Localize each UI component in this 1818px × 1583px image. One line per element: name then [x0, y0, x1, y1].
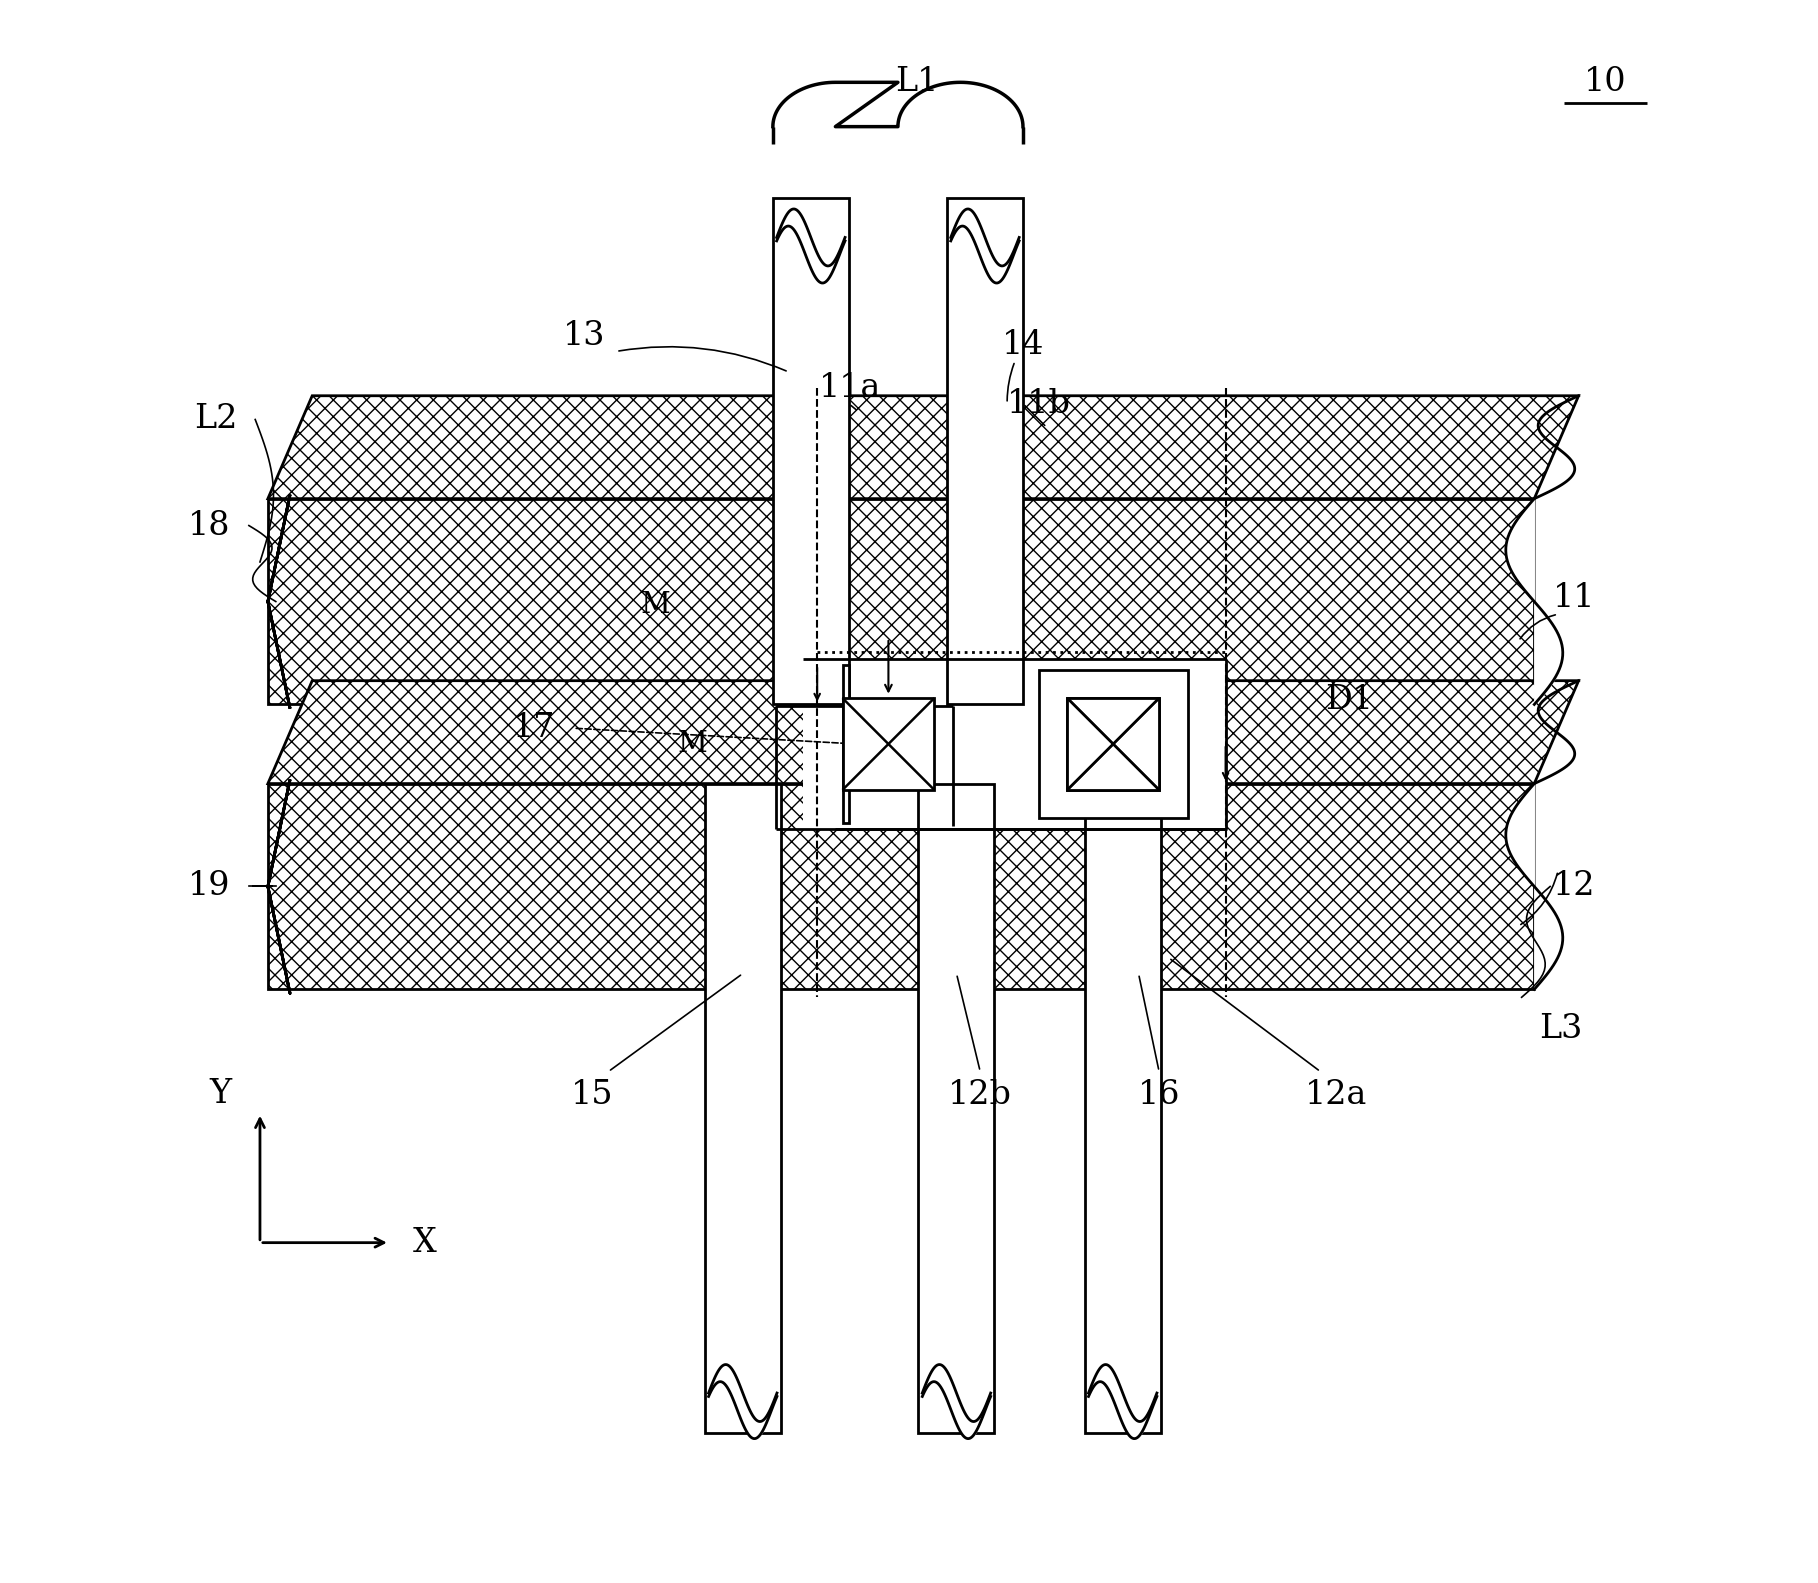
- Text: 11a: 11a: [820, 372, 882, 404]
- Text: 17: 17: [513, 712, 554, 744]
- Bar: [1085, 784, 1160, 1433]
- Text: L3: L3: [1540, 1013, 1583, 1045]
- Bar: [1038, 670, 1187, 818]
- Text: 10: 10: [1583, 66, 1627, 98]
- Text: 14: 14: [1002, 329, 1044, 361]
- Text: 11: 11: [1553, 583, 1594, 614]
- Text: L1: L1: [894, 66, 938, 98]
- Text: M: M: [676, 730, 707, 758]
- Bar: [947, 198, 1024, 704]
- Bar: [918, 784, 994, 1433]
- Text: 13: 13: [564, 320, 605, 351]
- Text: 19: 19: [187, 871, 231, 902]
- Bar: [705, 784, 780, 1433]
- Bar: [842, 698, 934, 790]
- Bar: [842, 665, 849, 823]
- Text: 16: 16: [1138, 1080, 1180, 1111]
- Text: 15: 15: [571, 1080, 614, 1111]
- Text: X: X: [413, 1227, 436, 1258]
- Polygon shape: [267, 779, 291, 994]
- Bar: [1067, 698, 1160, 790]
- Text: D1: D1: [1325, 684, 1373, 716]
- Polygon shape: [267, 784, 1534, 989]
- Bar: [804, 659, 1225, 829]
- Polygon shape: [267, 681, 1578, 784]
- Text: 11b: 11b: [1007, 388, 1071, 419]
- Bar: [1067, 698, 1160, 790]
- Text: 18: 18: [187, 510, 231, 541]
- Text: L2: L2: [195, 404, 238, 435]
- Text: 12a: 12a: [1305, 1080, 1367, 1111]
- Polygon shape: [267, 499, 1534, 704]
- Bar: [773, 198, 849, 704]
- Text: 12b: 12b: [949, 1080, 1013, 1111]
- Polygon shape: [267, 494, 291, 709]
- Text: Y: Y: [209, 1078, 231, 1110]
- Polygon shape: [267, 396, 1578, 499]
- Text: 12: 12: [1553, 871, 1594, 902]
- Text: M: M: [640, 590, 671, 619]
